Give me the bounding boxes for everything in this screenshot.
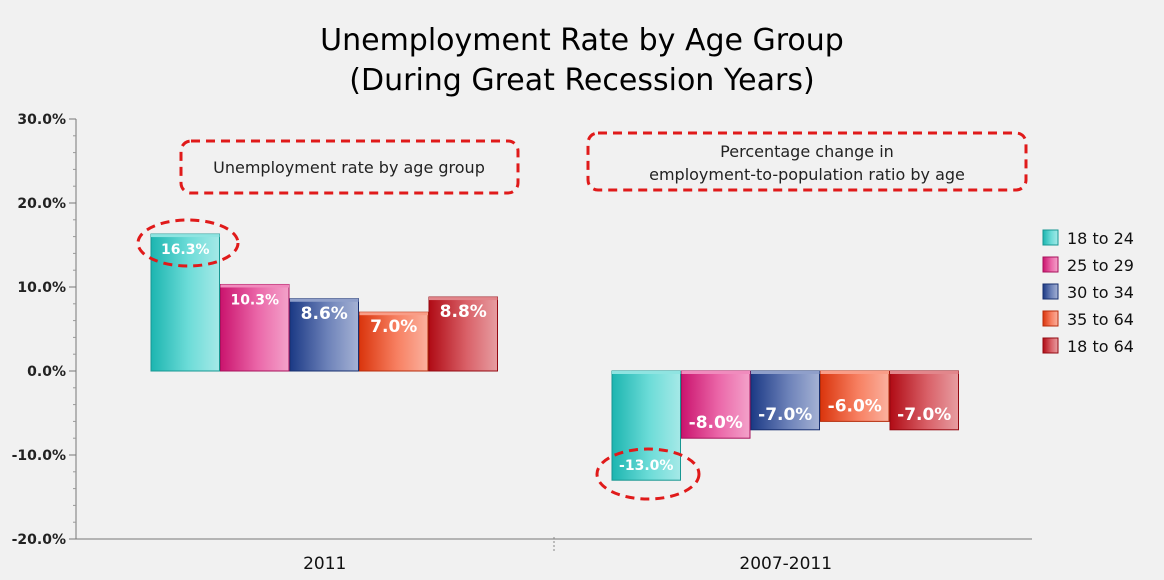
x-tick-label: 2011 [303, 554, 346, 574]
bar-highlight [612, 371, 681, 374]
legend-swatch [1042, 337, 1059, 354]
bar-highlight [359, 312, 428, 316]
annotations: Unemployment rate by age group Percentage… [136, 131, 1028, 501]
legend-label: 18 to 64 [1067, 337, 1134, 356]
y-tick-label: 20.0% [17, 196, 66, 212]
bar-highlight [220, 284, 289, 288]
legend-swatch [1042, 229, 1059, 246]
annotation-text: employment-to-population ratio by age [649, 165, 965, 184]
data-label: -6.0% [828, 396, 882, 416]
axes: 30.0% 20.0% 10.0% 0.0% -10.0% -20.0% 2011 2007-… [12, 112, 1032, 574]
bar-highlight [890, 371, 959, 374]
bar [150, 233, 220, 372]
bar [289, 298, 359, 372]
bar [820, 370, 890, 422]
legend-label: 30 to 34 [1067, 283, 1134, 302]
legend-swatch [1042, 283, 1059, 300]
data-label: 7.0% [370, 317, 417, 337]
bar-highlight [290, 298, 359, 302]
chart-title-line-2: (During Great Recession Years) [349, 63, 814, 98]
bar [611, 370, 681, 481]
annotation-text: Unemployment rate by age group [213, 158, 485, 177]
bar-highlight [681, 371, 750, 374]
bar [681, 370, 751, 439]
annotation-box [179, 139, 520, 195]
data-label: -7.0% [897, 405, 951, 425]
bar-highlight [751, 371, 820, 374]
y-tick-label: 0.0% [27, 364, 66, 380]
y-tick-label: -10.0% [12, 448, 66, 464]
bar-highlight [429, 297, 498, 301]
y-tick-label: -20.0% [12, 532, 66, 548]
data-label: -7.0% [758, 405, 812, 425]
y-tick-label: 10.0% [17, 280, 66, 296]
bar [220, 283, 290, 372]
data-label: 8.8% [440, 302, 487, 322]
bar-highlight [820, 371, 889, 374]
legend-swatch [1042, 256, 1059, 273]
legend-label: 25 to 29 [1067, 256, 1134, 275]
annotation-box [586, 131, 1028, 192]
annotation-text: Percentage change in [720, 142, 894, 161]
legend-label: 35 to 64 [1067, 310, 1134, 329]
data-label: 8.6% [301, 304, 348, 324]
data-label: 16.3% [161, 242, 210, 258]
highlight-circle [136, 218, 240, 268]
legend-swatch [1042, 310, 1059, 327]
legend-label: 18 to 24 [1067, 229, 1134, 248]
data-label: 10.3% [230, 292, 279, 308]
legend: 18 to 24 25 to 29 30 to 34 35 to 64 18 to 64 [1042, 229, 1134, 356]
x-tick-label: 2007-2011 [739, 554, 832, 574]
bars: 16.3% -13.0% 10.3% -8.0% 8.6% -7.0% 7.0% -6.0% 8… [150, 233, 959, 481]
data-label: -13.0% [619, 458, 673, 474]
bar [750, 370, 820, 431]
chart-title-line-1: Unemployment Rate by Age Group [320, 23, 844, 58]
bar [428, 296, 498, 372]
data-label: -8.0% [689, 413, 743, 433]
highlight-circle [595, 447, 701, 501]
bar-highlight [151, 234, 220, 238]
y-tick-label: 30.0% [17, 112, 66, 128]
